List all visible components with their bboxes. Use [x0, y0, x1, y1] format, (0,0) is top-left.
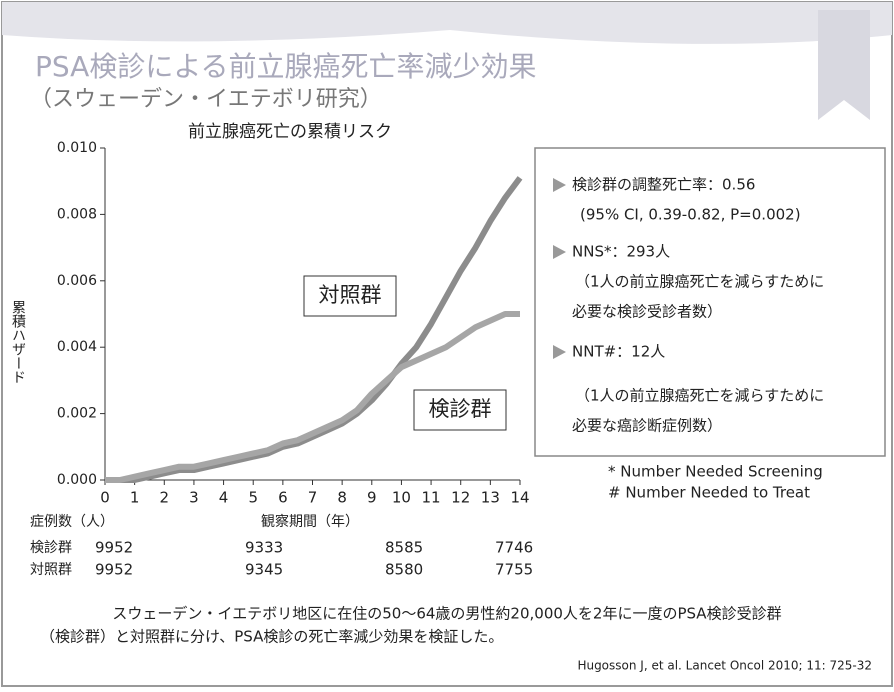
y-tick-label: 0.000 [57, 472, 97, 488]
info-text: (95% CI, 0.39-0.82, P=0.002) [580, 206, 801, 224]
y-axis-label: 累積ハザード [10, 300, 26, 384]
risk-count: 8585 [385, 539, 423, 557]
info-text: 必要な検診受診者数） [572, 303, 722, 321]
risk-count: 9952 [95, 561, 133, 579]
x-tick-label: 14 [510, 489, 529, 507]
series-label-box [303, 275, 397, 317]
risk-count: 8580 [385, 561, 423, 579]
series-label: 対照群 [319, 283, 382, 307]
slide-title: PSA検診による前立腺癌死亡率減少効果 [35, 50, 537, 83]
x-tick-label: 8 [337, 489, 347, 507]
risk-count: 7746 [495, 539, 533, 557]
x-tick-label: 10 [392, 489, 411, 507]
citation: Hugosson J, et al. Lancet Oncol 2010; 11… [577, 659, 872, 673]
y-tick-label: 0.006 [57, 273, 97, 289]
risk-count: 7755 [495, 561, 533, 579]
x-tick-label: 5 [248, 489, 258, 507]
footnote: # Number Needed to Treat [608, 484, 810, 502]
info-text: 必要な癌診断症例数） [572, 417, 722, 435]
x-tick-label: 13 [481, 489, 500, 507]
y-tick-label: 0.008 [57, 206, 97, 222]
x-tick-label: 6 [278, 489, 288, 507]
bullet-icon [553, 245, 566, 259]
info-text: 検診群の調整死亡率：0.56 [572, 176, 755, 194]
bullet-icon [553, 178, 566, 192]
description: （検診群）と対照群に分け、PSA検診の死亡率減少効果を検証した。 [40, 628, 503, 646]
risk-row-label: 対照群 [30, 562, 72, 578]
x-tick-label: 9 [367, 489, 377, 507]
info-text: NNT#：12人 [572, 343, 665, 361]
x-tick-label: 11 [422, 489, 441, 507]
description: スウェーデン・イエテボリ地区に在住の50～64歳の男性約20,000人を2年に一… [112, 605, 781, 623]
info-text: NNS*：293人 [572, 243, 670, 261]
risk-table-header: 症例数（人） [30, 514, 114, 530]
x-tick-label: 1 [130, 489, 140, 507]
series-line [105, 311, 520, 483]
x-tick-label: 4 [219, 489, 229, 507]
risk-count: 9333 [245, 539, 283, 557]
series-label: 検診群 [429, 397, 492, 421]
series-line [105, 176, 523, 483]
series-label-box [413, 389, 507, 431]
info-text: （1人の前立腺癌死亡を減らすために [575, 273, 824, 291]
bullet-icon [553, 345, 566, 359]
risk-count: 9345 [245, 561, 283, 579]
x-axis-label: 観察期間（年） [261, 513, 359, 530]
chart-title: 前立腺癌死亡の累積リスク [188, 122, 392, 142]
info-text: （1人の前立腺癌死亡を減らすために [575, 387, 824, 405]
x-tick-label: 2 [160, 489, 170, 507]
risk-count: 9952 [95, 539, 133, 557]
info-box [534, 147, 886, 457]
ribbon [818, 10, 870, 120]
header-band [2, 2, 892, 44]
y-tick-label: 0.002 [57, 406, 97, 422]
y-tick-label: 0.004 [57, 339, 97, 355]
x-tick-label: 7 [308, 489, 318, 507]
x-tick-label: 12 [451, 489, 470, 507]
x-tick-label: 0 [100, 489, 110, 507]
y-tick-label: 0.010 [57, 140, 97, 156]
footnote: * Number Needed Screening [608, 463, 823, 481]
slide-subtitle: （スウェーデン・イエテボリ研究） [30, 87, 382, 112]
risk-row-label: 検診群 [30, 540, 72, 556]
x-tick-label: 3 [189, 489, 199, 507]
